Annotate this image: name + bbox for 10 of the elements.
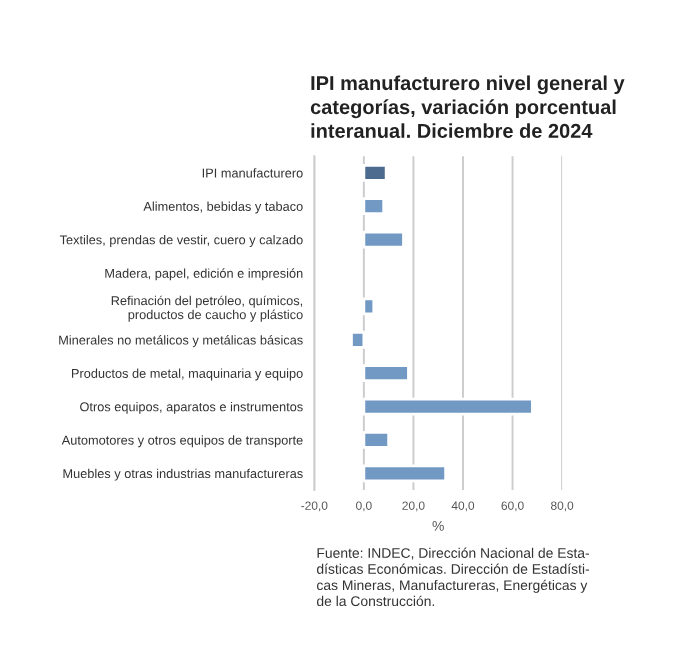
bar	[362, 163, 388, 182]
chart-title: IPI manufacturero nivel general y categorías, variación porcentual interanual. Diciembre de 2024	[310, 75, 625, 138]
bar	[362, 197, 386, 216]
bar	[362, 464, 448, 483]
bar	[362, 297, 376, 316]
bar	[350, 330, 366, 349]
bar	[362, 397, 534, 416]
bar	[362, 431, 391, 449]
bar	[362, 230, 405, 249]
bar	[362, 364, 410, 383]
